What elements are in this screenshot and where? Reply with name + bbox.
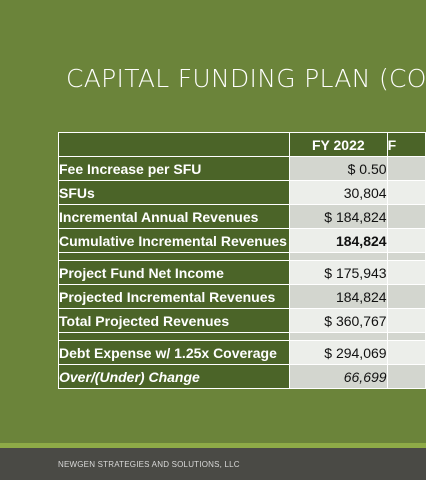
- row-value: $ 0.50: [289, 156, 388, 181]
- table-row: SFUs 30,804: [57, 180, 426, 205]
- table-row: Debt Expense w/ 1.25x Coverage $ 294,069: [57, 340, 426, 365]
- table-row: Cumulative Incremental Revenues 184,824: [57, 228, 426, 253]
- row-label: Projected Incremental Revenues: [57, 284, 291, 309]
- header-fy2022: FY 2022: [289, 132, 388, 157]
- capital-funding-table: FY 2022 F Fee Increase per SFU $ 0.50 SF…: [57, 132, 426, 389]
- row-label: Fee Increase per SFU: [57, 156, 291, 181]
- row-value: 30,804: [289, 180, 388, 205]
- spacer-cell: [386, 252, 426, 261]
- spacer-cell: [57, 252, 291, 261]
- table-row: Total Projected Revenues $ 360,767: [57, 308, 426, 333]
- footer-company-name: NEWGEN STRATEGIES AND SOLUTIONS, LLC: [58, 460, 240, 469]
- row-value: $ 184,824: [289, 204, 388, 229]
- slide-title: CAPITAL FUNDING PLAN (CON: [66, 64, 426, 93]
- row-value: $ 360,767: [289, 308, 388, 333]
- row-label: Total Projected Revenues: [57, 308, 291, 333]
- row-next-value: [386, 308, 426, 333]
- row-label: Debt Expense w/ 1.25x Coverage: [57, 340, 291, 365]
- spacer-cell: [386, 332, 426, 341]
- row-next-value: [386, 284, 426, 309]
- table-row: Over/(Under) Change 66,699: [57, 364, 426, 389]
- row-label: Incremental Annual Revenues: [57, 204, 291, 229]
- header-next-year: F: [386, 132, 426, 157]
- row-label: Over/(Under) Change: [57, 364, 291, 389]
- table-row: Incremental Annual Revenues $ 184,824: [57, 204, 426, 229]
- table-row: Projected Incremental Revenues 184,824: [57, 284, 426, 309]
- row-next-value: [386, 180, 426, 205]
- section-spacer: [57, 332, 426, 341]
- row-next-value: [386, 156, 426, 181]
- table-row: Project Fund Net Income $ 175,943: [57, 260, 426, 285]
- row-next-value: [386, 340, 426, 365]
- table-row: Fee Increase per SFU $ 0.50: [57, 156, 426, 181]
- spacer-cell: [289, 252, 388, 261]
- footer-accent-line: [0, 443, 426, 448]
- row-value: 184,824: [289, 228, 388, 253]
- spacer-cell: [289, 332, 388, 341]
- row-value: $ 294,069: [289, 340, 388, 365]
- row-value: $ 175,943: [289, 260, 388, 285]
- row-value: 66,699: [289, 364, 388, 389]
- row-next-value: [386, 364, 426, 389]
- row-label: Cumulative Incremental Revenues: [57, 228, 291, 253]
- table-header-row: FY 2022 F: [57, 132, 426, 157]
- row-next-value: [386, 260, 426, 285]
- row-value: 184,824: [289, 284, 388, 309]
- row-next-value: [386, 204, 426, 229]
- spacer-cell: [57, 332, 291, 341]
- row-next-value: [386, 228, 426, 253]
- footer-bar: NEWGEN STRATEGIES AND SOLUTIONS, LLC: [0, 448, 426, 480]
- header-blank-cell: [57, 132, 291, 157]
- row-label: SFUs: [57, 180, 291, 205]
- row-label: Project Fund Net Income: [57, 260, 291, 285]
- section-spacer: [57, 252, 426, 261]
